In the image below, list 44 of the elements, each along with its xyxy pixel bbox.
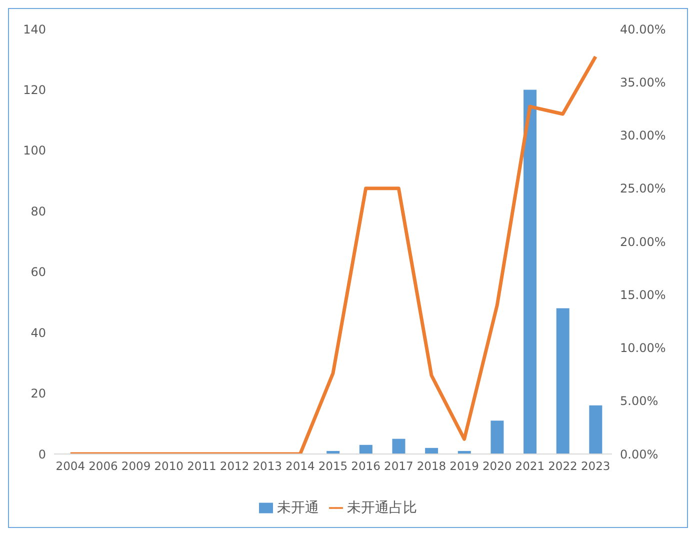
x-tick-label: 2009 xyxy=(121,459,151,474)
x-tick-label: 2006 xyxy=(88,459,118,474)
bar xyxy=(425,448,438,454)
x-tick-label: 2022 xyxy=(548,459,578,474)
x-tick-label: 2016 xyxy=(351,459,380,474)
y-tick-label: 20 xyxy=(30,386,46,401)
x-tick-label: 2013 xyxy=(252,459,282,474)
x-tick-label: 2011 xyxy=(187,459,216,474)
y-tick-label: 0 xyxy=(38,447,46,462)
y-tick-label: 120 xyxy=(23,82,46,97)
bar xyxy=(359,444,372,454)
x-tick-label: 2012 xyxy=(220,459,250,474)
bar xyxy=(524,90,537,454)
x-tick-label: 2020 xyxy=(482,459,512,474)
x-tick-label: 2019 xyxy=(450,459,479,474)
y2-tick-label: 30.00% xyxy=(620,128,666,143)
x-tick-label: 2018 xyxy=(416,459,446,474)
x-tick-label: 2021 xyxy=(515,459,545,474)
bar xyxy=(556,308,570,454)
bar xyxy=(392,438,406,454)
y2-tick-label: 35.00% xyxy=(620,75,666,90)
x-tick-label: 2014 xyxy=(286,459,315,474)
x-tick-label: 2010 xyxy=(154,459,184,474)
y2-tick-label: 15.00% xyxy=(620,288,666,302)
bar xyxy=(490,420,504,454)
y-tick-label: 40 xyxy=(30,326,46,340)
legend-label: 未开通 xyxy=(277,500,319,516)
legend-label: 未开通占比 xyxy=(347,500,417,516)
x-tick-label: 2023 xyxy=(580,459,610,474)
y-tick-label: 140 xyxy=(23,22,46,36)
y-tick-label: 80 xyxy=(30,204,46,218)
y2-tick-label: 20.00% xyxy=(620,234,666,249)
y2-tick-label: 0.00% xyxy=(620,447,658,462)
y-tick-label: 100 xyxy=(23,144,46,158)
y2-tick-label: 5.00% xyxy=(620,394,658,408)
y-tick-label: 60 xyxy=(30,265,46,280)
bar xyxy=(589,405,602,454)
y2-tick-label: 25.00% xyxy=(620,182,666,196)
x-tick-label: 2015 xyxy=(318,459,348,474)
line-series xyxy=(68,54,598,454)
y2-tick-label: 10.00% xyxy=(620,341,666,356)
x-tick-label: 2017 xyxy=(384,459,414,474)
x-tick-label: 2004 xyxy=(56,459,86,474)
y2-tick-label: 40.00% xyxy=(620,22,666,36)
